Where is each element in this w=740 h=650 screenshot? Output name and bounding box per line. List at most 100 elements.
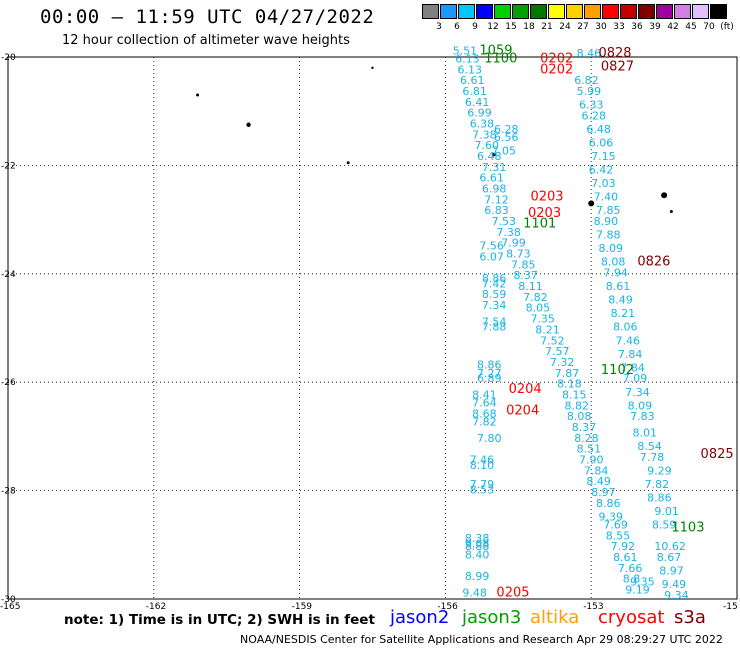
swh-value: 8.90 xyxy=(594,215,619,228)
swh-value: 8.99 xyxy=(465,570,490,583)
swh-value: 6.99 xyxy=(467,107,492,120)
legend-swatch xyxy=(548,4,565,19)
lat-tick-label: -30 xyxy=(1,595,16,605)
pass-time-label: 1101 xyxy=(523,217,556,232)
swh-value: 8.86 xyxy=(477,359,502,372)
swh-value: 6.81 xyxy=(462,85,487,98)
lat-tick-label: -22 xyxy=(1,161,16,171)
swh-value: 6.61 xyxy=(460,74,485,87)
lat-tick-label: -20 xyxy=(1,53,16,63)
swh-value: 8.49 xyxy=(608,294,633,307)
swh-value: 8.09 xyxy=(598,242,623,255)
swh-value: 6.28 xyxy=(581,109,606,122)
island-shape xyxy=(371,66,374,70)
swh-value: 8.28 xyxy=(574,432,599,445)
pass-time-label: 0202 xyxy=(540,62,573,77)
swh-value: 7.38 xyxy=(472,128,497,141)
swh-value: 6.61 xyxy=(479,172,504,185)
legend-label: 42 xyxy=(667,22,679,32)
legend-swatch xyxy=(692,4,709,19)
swh-value: 7.57 xyxy=(545,345,570,358)
swh-value: 8.88 xyxy=(465,540,490,553)
swh-value: 6.06 xyxy=(589,136,614,149)
lon-tick-label: -153 xyxy=(583,602,603,612)
swh-value-high: 9.01 xyxy=(654,505,679,518)
swh-value: 6.13 xyxy=(458,63,483,76)
swh-value: 7.85 xyxy=(596,204,621,217)
map-frame xyxy=(7,56,738,600)
swh-value: 6.56 xyxy=(494,131,519,144)
satellite-name: jason2 xyxy=(390,607,450,628)
swh-value: 6.07 xyxy=(479,250,504,263)
legend-swatch xyxy=(620,4,637,19)
legend-label: 70 xyxy=(703,22,715,32)
swh-value: 8.06 xyxy=(613,321,638,334)
pass-time-label: 1102 xyxy=(601,363,634,378)
legend-swatch xyxy=(710,4,727,19)
legend-swatch xyxy=(476,4,493,19)
swh-value: 8.21 xyxy=(611,307,636,320)
swh-value: 5.99 xyxy=(577,85,602,98)
swh-value: 7.88 xyxy=(596,229,621,242)
map-subtitle: 12 hour collection of altimeter wave hei… xyxy=(62,33,350,48)
legend-swatch xyxy=(602,4,619,19)
legend-label: 45 xyxy=(685,22,697,32)
swh-value: 8.01 xyxy=(633,426,658,439)
swh-value-high: 9.29 xyxy=(647,464,672,477)
pass-time-label: 0826 xyxy=(637,255,670,270)
legend-swatch xyxy=(422,4,439,19)
lat-tick-label: -28 xyxy=(1,487,16,497)
swh-value: 7.60 xyxy=(475,139,500,152)
legend-label: 3 xyxy=(436,22,442,32)
lon-tick-label: -159 xyxy=(292,602,313,612)
island-shape xyxy=(246,122,251,127)
legend-swatch xyxy=(566,4,583,19)
swh-value: 7.82 xyxy=(472,416,497,429)
swh-value: 8.61 xyxy=(606,280,631,293)
swh-value: 7.53 xyxy=(492,215,517,228)
legend-label: 30 xyxy=(595,22,607,32)
swh-value: 8.37 xyxy=(513,269,538,282)
satellite-name: jason3 xyxy=(462,607,522,628)
swh-value: 6.89 xyxy=(477,372,502,385)
swh-value: 7.46 xyxy=(470,454,495,467)
swh-value: 8.73 xyxy=(506,248,531,261)
swh-value: 8.54 xyxy=(637,440,662,453)
swh-value: 8.97 xyxy=(659,565,684,578)
swh-value: 8.67 xyxy=(657,551,682,564)
swh-value: 8.09 xyxy=(628,399,653,412)
swh-value-high: 9.49 xyxy=(662,578,687,591)
pass-time-label: 0827 xyxy=(601,60,634,75)
swh-value: 8.82 xyxy=(564,399,589,412)
legend-label: 27 xyxy=(577,22,589,32)
swh-value: 7.84 xyxy=(584,464,609,477)
legend-label: 9 xyxy=(472,22,478,32)
swh-value: 7.82 xyxy=(523,291,548,304)
legend-label: 12 xyxy=(487,22,499,32)
swh-value: 6.48 xyxy=(477,150,502,163)
swh-value: 7.40 xyxy=(594,191,619,204)
satellite-name: s3a xyxy=(674,607,706,628)
swh-value: 8.8 xyxy=(623,573,641,586)
swh-value: 7.82 xyxy=(645,478,670,491)
swh-value: 8.59 xyxy=(482,288,507,301)
pass-time-label: 1100 xyxy=(484,51,517,66)
swh-value: 6.33 xyxy=(579,98,604,111)
pass-time-label: 0205 xyxy=(496,585,529,600)
swh-value-high: 9.34 xyxy=(664,589,689,602)
swh-value: 8.68 xyxy=(472,407,497,420)
swh-value: 8.08 xyxy=(601,256,626,269)
swh-value: 7.64 xyxy=(472,397,497,410)
legend-label: 36 xyxy=(631,22,643,32)
swh-value: 7.32 xyxy=(550,356,575,369)
swh-value-high: 9.08 xyxy=(465,538,490,551)
swh-value: 8.86 xyxy=(596,497,621,510)
swh-value: 9.19 xyxy=(625,584,650,597)
legend-label: 18 xyxy=(523,22,535,32)
map-title: 00:00 – 11:59 UTC 04/27/2022 xyxy=(40,6,375,28)
swh-value-high: 8.40 xyxy=(465,548,490,561)
swh-value: 8.46 xyxy=(577,47,602,60)
swh-value: 7.88 xyxy=(482,321,507,334)
swh-value: 8.86 xyxy=(482,272,507,285)
swh-value: 8.59 xyxy=(652,519,677,532)
